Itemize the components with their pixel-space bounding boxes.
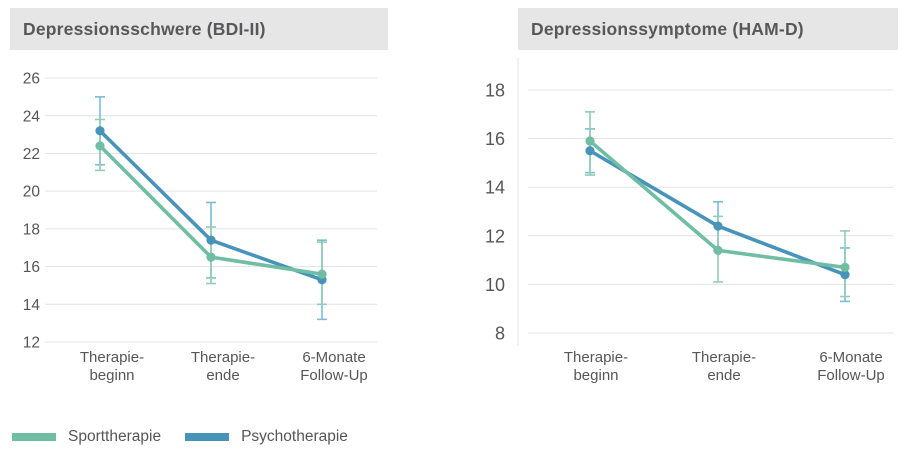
data-point <box>840 262 850 272</box>
data-point <box>585 146 595 156</box>
y-tick-label: 26 <box>23 71 40 88</box>
chart-legend: Sporttherapie Psychotherapie <box>12 428 372 446</box>
data-point <box>95 141 105 151</box>
y-tick-label: 16 <box>485 129 505 149</box>
y-tick-label: 18 <box>23 221 40 238</box>
y-tick-label: 10 <box>485 275 505 295</box>
x-tick-label: Follow-Up <box>300 367 368 384</box>
x-tick-label: Follow-Up <box>817 367 885 384</box>
data-point <box>206 235 216 245</box>
y-tick-label: 22 <box>23 146 40 163</box>
legend-label-sporttherapie: Sporttherapie <box>68 428 162 445</box>
chart-plot-bdi: 2624222018161412Therapie-beginnTherapie-… <box>23 71 377 384</box>
data-point <box>713 245 723 255</box>
x-tick-label: Therapie- <box>564 349 628 366</box>
x-tick-label: beginn <box>89 367 134 384</box>
y-tick-label: 24 <box>23 108 41 125</box>
y-tick-label: 12 <box>23 335 40 352</box>
x-tick-label: beginn <box>573 367 618 384</box>
legend-label-psychotherapie: Psychotherapie <box>241 428 348 445</box>
y-tick-label: 18 <box>485 80 505 100</box>
data-point <box>317 269 327 279</box>
y-tick-label: 20 <box>23 184 41 201</box>
x-tick-label: Therapie- <box>692 349 756 366</box>
data-point <box>206 252 216 262</box>
x-tick-label: Therapie- <box>80 349 144 366</box>
x-tick-label: 6-Monate <box>302 349 365 366</box>
data-point <box>840 270 850 280</box>
y-tick-label: 12 <box>485 226 505 246</box>
chart-title-bdi: Depressionsschwere (BDI-II) <box>10 8 388 50</box>
data-point <box>585 136 595 146</box>
y-tick-label: 14 <box>23 297 41 314</box>
legend-swatch-sporttherapie <box>12 433 56 441</box>
y-tick-label: 16 <box>23 259 40 276</box>
data-point <box>95 126 105 136</box>
legend-item-sporttherapie: Sporttherapie <box>12 428 161 446</box>
y-tick-label: 8 <box>495 323 505 343</box>
x-tick-label: 6-Monate <box>819 349 882 366</box>
chart-plot-hamd: 18161412108Therapie-beginnTherapie-ende6… <box>485 58 893 384</box>
x-tick-label: ende <box>707 367 740 384</box>
x-tick-label: Therapie- <box>191 349 255 366</box>
legend-item-psychotherapie: Psychotherapie <box>185 428 348 446</box>
chart-title-hamd: Depressionssymptome (HAM-D) <box>518 8 898 50</box>
x-tick-label: ende <box>206 367 239 384</box>
y-tick-label: 14 <box>485 178 505 198</box>
legend-swatch-psychotherapie <box>185 433 230 441</box>
data-point <box>713 221 723 231</box>
